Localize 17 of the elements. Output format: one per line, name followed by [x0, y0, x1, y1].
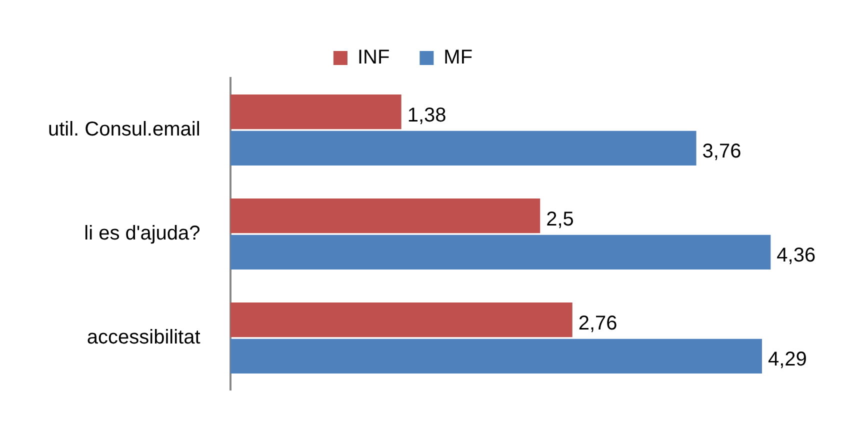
data-label: 3,76 — [702, 140, 742, 163]
y-tick-label: li es d'ajuda? — [84, 222, 200, 245]
data-label: 1,38 — [407, 104, 446, 126]
bar — [230, 94, 402, 130]
bar — [230, 338, 762, 374]
bar — [230, 130, 696, 166]
bar — [230, 302, 572, 338]
y-tick-label: accessibilitat — [86, 326, 201, 349]
data-label: 2,5 — [546, 208, 574, 230]
data-label: 4,36 — [776, 244, 816, 267]
legend-label: MF — [444, 46, 473, 69]
bar — [230, 234, 771, 270]
legend-label: INF — [357, 46, 390, 69]
data-label: 4,29 — [768, 348, 807, 371]
data-label: 2,76 — [578, 312, 618, 334]
bar — [230, 198, 540, 234]
y-tick-label: util. Consul.email — [48, 118, 200, 141]
